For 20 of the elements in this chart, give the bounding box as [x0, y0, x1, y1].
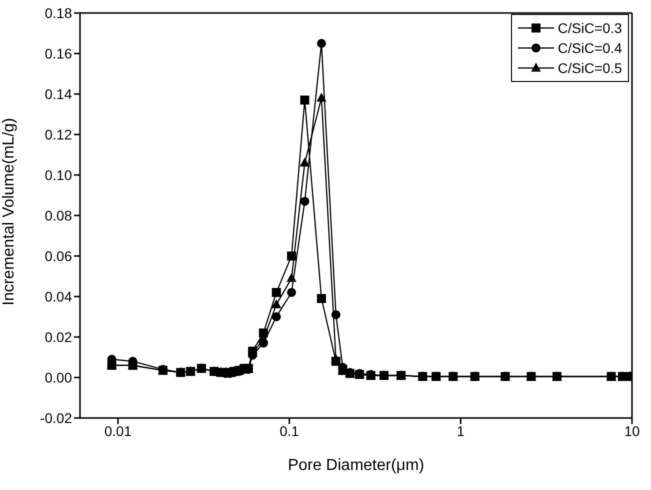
y-tick-label: 0.18	[44, 4, 72, 21]
y-tick-label: 0.02	[44, 328, 72, 345]
legend-label: C/SiC=0.5	[558, 60, 622, 76]
x-tick-label: 0.1	[280, 422, 300, 439]
y-tick-label: 0.08	[44, 207, 72, 224]
legend-label: C/SiC=0.3	[558, 20, 622, 36]
x-tick-label: 1	[456, 422, 465, 439]
y-tick-label: 0.14	[44, 86, 72, 102]
y-tick-label: 0.04	[44, 288, 72, 304]
x-axis-title: Pore Diameter(μm)	[288, 457, 424, 474]
y-tick-label: 0.06	[44, 248, 72, 264]
y-tick-label: 0.00	[44, 369, 72, 386]
y-tick-label: 0.16	[44, 45, 72, 62]
y-axis-title: Incremental Volume(mL/g)	[0, 118, 18, 306]
y-tick-label: 0.10	[44, 166, 72, 183]
y-tick-label: -0.02	[40, 410, 72, 426]
y-tick-label: 0.12	[44, 126, 72, 142]
legend-label: C/SiC=0.4	[558, 40, 622, 56]
x-tick-label: 10	[624, 422, 640, 439]
x-tick-label: 0.01	[104, 422, 132, 439]
